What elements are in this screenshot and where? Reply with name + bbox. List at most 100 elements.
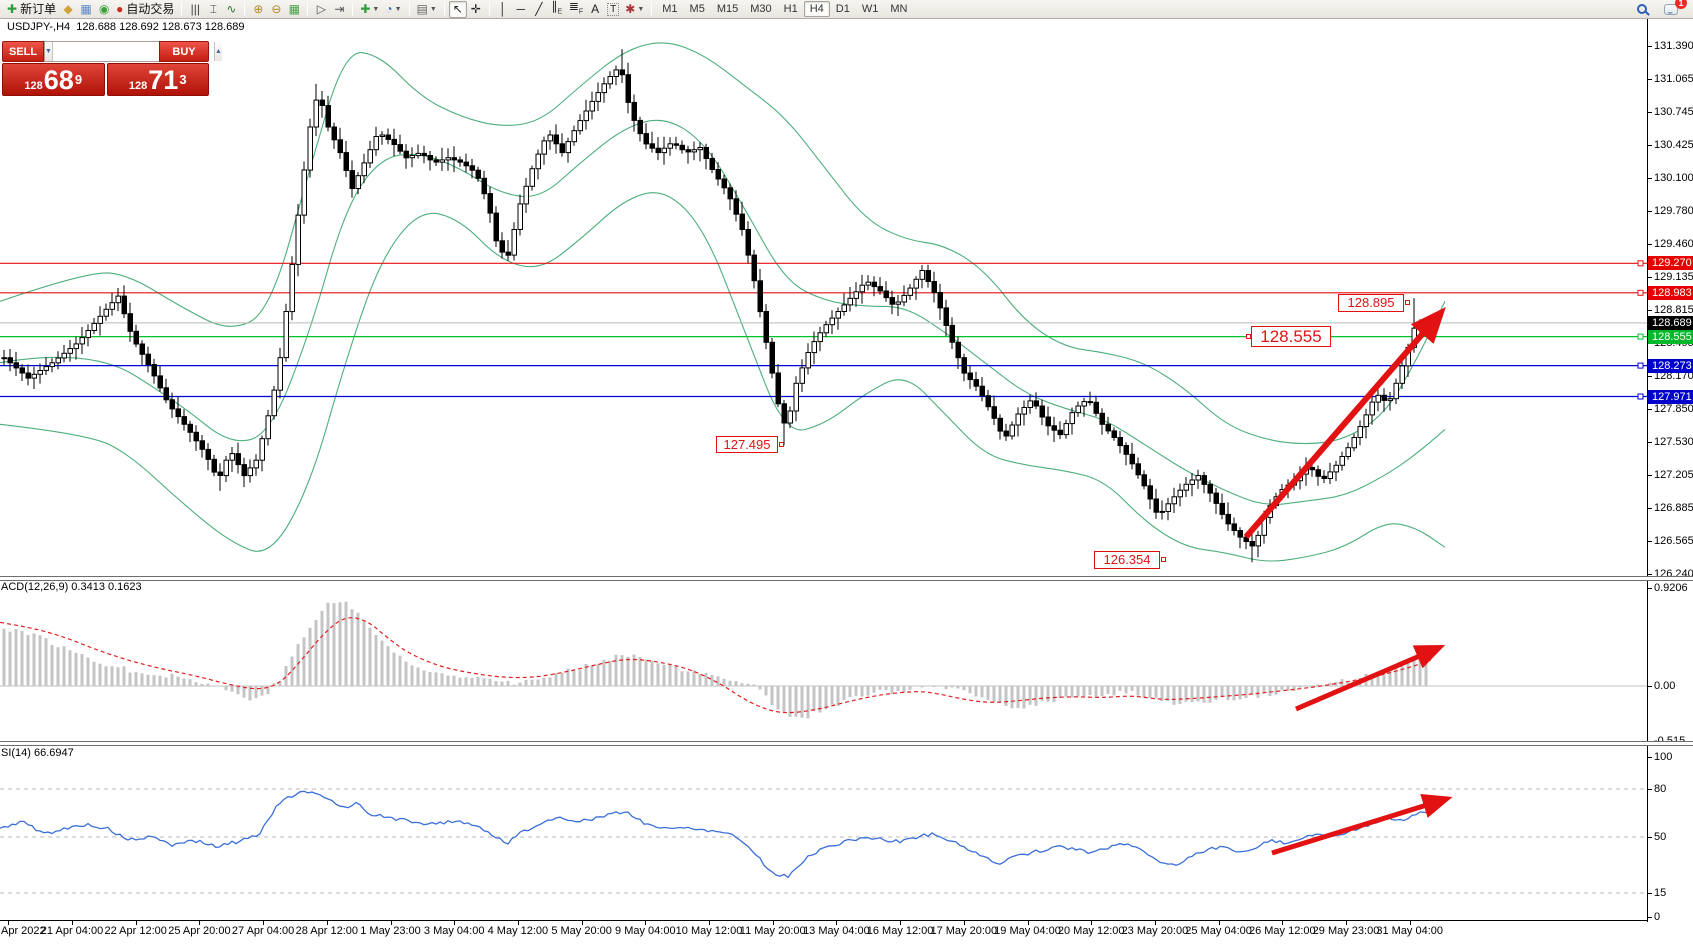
price-axis-label: 131.390	[1654, 40, 1693, 52]
price-badge-129.270: 129.270	[1648, 256, 1693, 271]
cursor-button[interactable]: ↖	[448, 0, 467, 18]
hline-endpoint[interactable]	[1637, 333, 1644, 340]
volume-increase-button[interactable]: ▲	[213, 42, 222, 61]
autotrading-button[interactable]: ● 自动交易	[113, 1, 177, 18]
axis-tick	[1648, 211, 1652, 213]
timeframe-m30-button[interactable]: M30	[750, 2, 772, 15]
timeframe-d1-button[interactable]: D1	[835, 2, 850, 15]
hline-endpoint[interactable]	[1637, 393, 1644, 400]
candle	[967, 372, 973, 381]
candle	[757, 280, 763, 313]
horizontal-line-button[interactable]: ─	[512, 1, 530, 18]
price-annotation-128.555[interactable]: 128.555	[1251, 326, 1331, 347]
price-annotation-126.354[interactable]: 126.354	[1094, 551, 1160, 569]
pane-splitter-rsi[interactable]	[0, 741, 1693, 746]
timeframe-mn-button[interactable]: MN	[890, 2, 908, 15]
timeframe-m5-button[interactable]: M5	[689, 2, 705, 15]
candle	[961, 357, 967, 374]
candle	[667, 143, 673, 149]
axis-tick	[1648, 893, 1652, 894]
timeframe-m1-button[interactable]: M1	[662, 2, 678, 15]
tile-windows-button[interactable]: ▦	[285, 1, 303, 18]
time-axis-label: 29 May 23:00	[1312, 925, 1380, 937]
candle	[661, 147, 667, 154]
zoom-out-button[interactable]: ⊖	[267, 1, 285, 18]
notifications-button[interactable]: 1	[1661, 0, 1687, 18]
candle	[1255, 534, 1261, 547]
zoom-in-icon: ⊕	[253, 1, 264, 16]
periods-button[interactable]: ◔ ▼	[382, 1, 404, 18]
candlestick-button[interactable]: ⌶	[204, 1, 222, 18]
candle	[307, 126, 313, 171]
hline-endpoint[interactable]	[1637, 362, 1644, 369]
time-axis-tick	[1155, 921, 1156, 925]
candle	[709, 158, 715, 170]
bar-chart-button[interactable]: |||	[186, 1, 204, 18]
buy-price[interactable]: 128 71 3	[106, 63, 209, 96]
fibonacci-button[interactable]: ≣F	[566, 0, 586, 18]
candle	[1375, 394, 1381, 403]
buy-button[interactable]: BUY	[159, 41, 209, 62]
search-button[interactable]	[1633, 1, 1651, 18]
price-axis-label: 131.065	[1654, 73, 1693, 86]
sell-price-big: 68	[43, 65, 74, 95]
bollinger-middle-band	[0, 119, 1446, 505]
line-chart-button[interactable]: ∿	[222, 1, 240, 18]
candle	[85, 330, 91, 339]
price-annotation-127.495[interactable]: 127.495	[716, 436, 778, 453]
timeframe-h4-button[interactable]: H4	[803, 1, 830, 17]
chart-shift-button[interactable]: ⇥	[330, 1, 348, 18]
pane-splitter-macd[interactable]	[0, 576, 1693, 581]
sell-price[interactable]: 128 68 9	[2, 63, 105, 96]
notification-badge: 1	[1675, 0, 1687, 9]
zoom-in-button[interactable]: ⊕	[249, 1, 267, 18]
templates-button[interactable]: ▤ ▼	[414, 1, 440, 18]
candle	[139, 343, 145, 355]
volume-decrease-button[interactable]: ▼	[45, 42, 53, 61]
text-button[interactable]: A	[586, 1, 604, 18]
price-axis-label: 128.815	[1654, 303, 1693, 316]
signals-button[interactable]: ◉	[95, 1, 113, 18]
candle	[817, 332, 823, 343]
candle	[1387, 398, 1393, 401]
arrows-button[interactable]: ✱ ▼	[622, 1, 647, 18]
text-label-button[interactable]: T	[604, 1, 622, 18]
candle	[829, 317, 835, 326]
indicators-button[interactable]: ✚ ▼	[357, 1, 382, 18]
candle	[697, 147, 703, 151]
timeframe-h1-button[interactable]: H1	[783, 2, 798, 15]
auto-scroll-icon: ▷	[316, 1, 326, 16]
candle	[769, 341, 775, 374]
axis-tick	[1648, 789, 1652, 790]
hline-endpoint[interactable]	[1637, 260, 1644, 267]
sell-button[interactable]: SELL	[2, 41, 44, 62]
crosshair-button[interactable]: ✛	[467, 1, 485, 18]
trend-arrow-1[interactable]	[1243, 306, 1446, 539]
trend-arrow-3[interactable]	[1271, 793, 1453, 856]
equidistant-channel-button[interactable]: ∥E	[548, 0, 566, 18]
market-watch-button[interactable]: ▦	[77, 1, 95, 18]
new-order-button[interactable]: ✚ 新订单	[4, 1, 59, 18]
price-annotation-128.895[interactable]: 128.895	[1338, 294, 1404, 312]
trendline-button[interactable]: ╱	[530, 1, 548, 18]
candle	[277, 357, 283, 391]
timeframe-m15-button[interactable]: M15	[716, 2, 739, 15]
chart-window-button[interactable]: ◆	[59, 1, 77, 18]
candle	[331, 126, 337, 141]
vertical-line-button[interactable]: │	[494, 1, 512, 18]
candle	[1207, 483, 1213, 494]
trend-arrow-2[interactable]	[1295, 645, 1446, 712]
price-axis-border	[1647, 19, 1648, 922]
candle	[415, 152, 421, 157]
timeframe-w1-button[interactable]: W1	[861, 2, 879, 15]
hline-endpoint[interactable]	[1637, 289, 1644, 296]
auto-scroll-button[interactable]: ▷	[312, 1, 330, 18]
annotation-anchor	[1246, 333, 1251, 339]
candle	[997, 417, 1003, 432]
axis-tick	[1648, 112, 1652, 114]
candle	[1081, 401, 1087, 407]
axis-tick	[1648, 243, 1652, 245]
time-axis-label: 10 May 12:00	[675, 925, 743, 937]
candle	[1339, 456, 1345, 466]
